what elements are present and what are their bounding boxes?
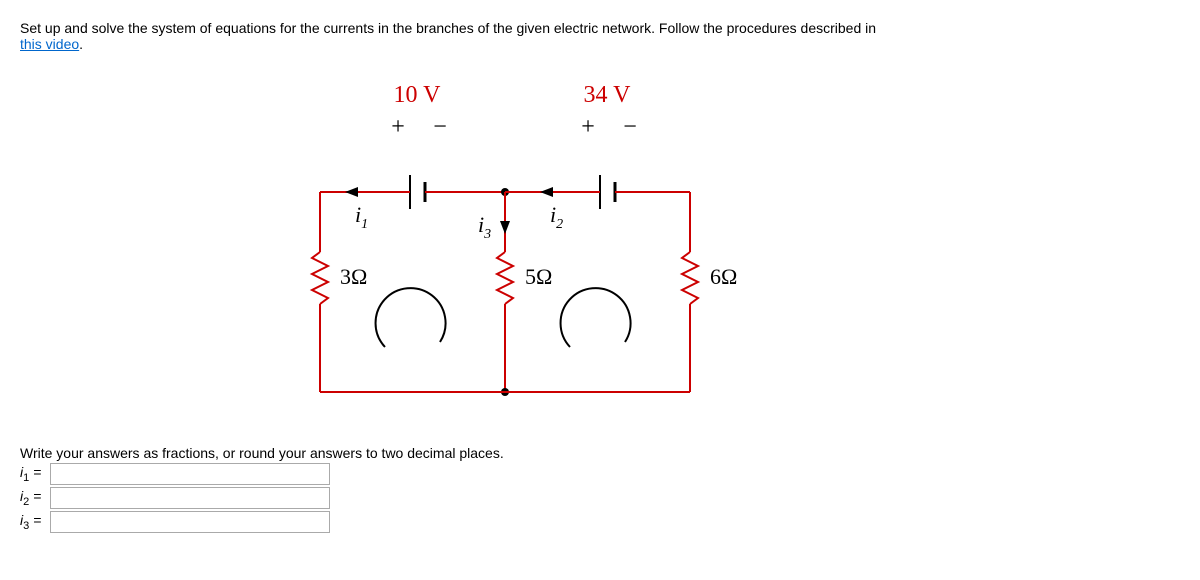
i1-label: i1	[355, 202, 368, 232]
answer-row-i3: i3 =	[20, 511, 1180, 533]
problem-prompt: Set up and solve the system of equations…	[20, 20, 1180, 52]
prompt-period: .	[79, 36, 83, 52]
answer-row-i2: i2 =	[20, 487, 1180, 509]
i2-answer-label: i2 =	[20, 488, 50, 508]
i1-input[interactable]	[50, 463, 330, 485]
circuit-diagram: 10 V + − 34 V + − i1 i2 i3 3Ω 5Ω 6Ω	[290, 62, 1180, 425]
source1-voltage-label: 10 V	[394, 82, 442, 108]
i3-arrow-icon	[500, 221, 510, 234]
i2-input[interactable]	[50, 487, 330, 509]
i3-input[interactable]	[50, 511, 330, 533]
source2-voltage-label: 34 V	[584, 82, 632, 108]
i2-label: i2	[550, 202, 563, 232]
source2-plus: +	[581, 114, 595, 140]
i2-arrow-icon	[540, 187, 553, 197]
answers-instruction: Write your answers as fractions, or roun…	[20, 445, 1180, 461]
prompt-text: Set up and solve the system of equations…	[20, 20, 876, 36]
video-link-text: this video	[20, 36, 79, 52]
video-link[interactable]: this video	[20, 36, 79, 52]
source2-minus: −	[623, 114, 637, 140]
resistor-5ohm-icon	[497, 252, 513, 304]
resistor-5ohm-label: 5Ω	[525, 264, 552, 289]
resistor-3ohm-label: 3Ω	[340, 264, 367, 289]
resistor-3ohm-icon	[312, 252, 328, 304]
answer-row-i1: i1 =	[20, 463, 1180, 485]
i3-label: i3	[478, 212, 491, 242]
source1-plus: +	[391, 114, 405, 140]
resistor-6ohm-label: 6Ω	[710, 264, 737, 289]
source1-minus: −	[433, 114, 447, 140]
circuit-svg: 10 V + − 34 V + − i1 i2 i3 3Ω 5Ω 6Ω	[290, 62, 770, 422]
i1-arrow-icon	[345, 187, 358, 197]
i3-answer-label: i3 =	[20, 512, 50, 532]
i1-answer-label: i1 =	[20, 464, 50, 484]
resistor-6ohm-icon	[682, 252, 698, 304]
loop2-arrow-icon	[561, 288, 631, 347]
loop1-arrow-icon	[376, 288, 446, 347]
